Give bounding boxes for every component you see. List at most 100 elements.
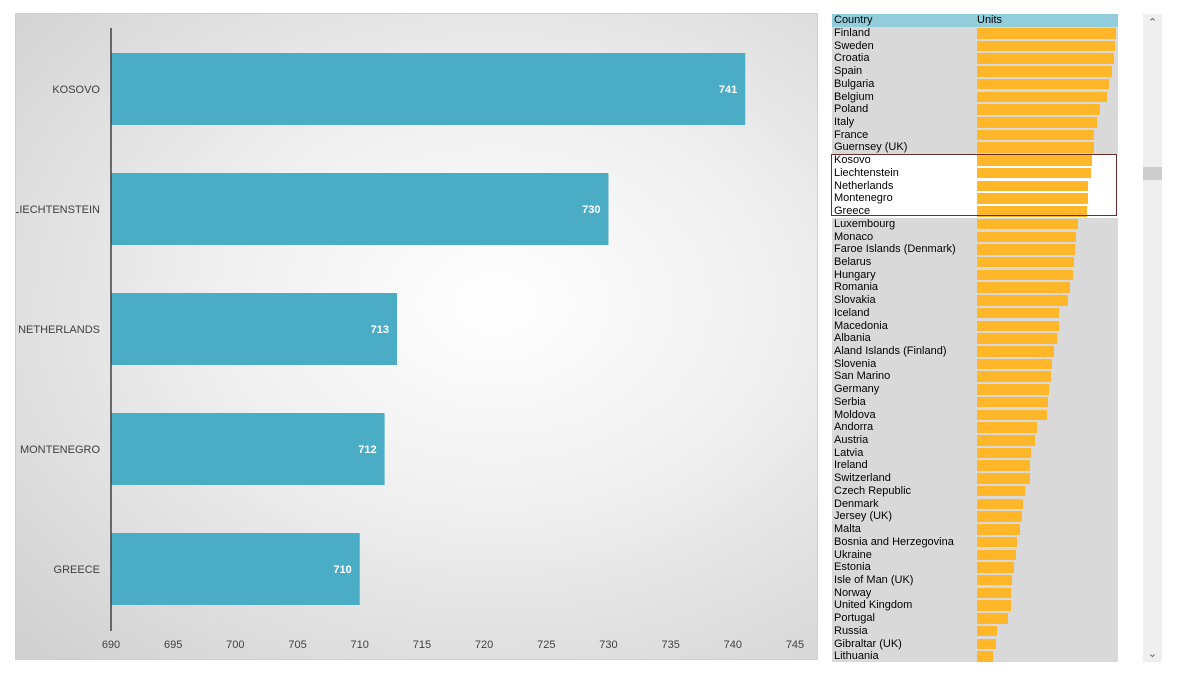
table-row[interactable]: Portugal [832,612,1118,625]
table-row[interactable]: Sweden [832,40,1118,53]
table-row[interactable]: Isle of Man (UK) [832,574,1118,587]
table-row[interactable]: Ukraine [832,549,1118,562]
table-row[interactable]: Kosovo [832,154,1118,167]
table-row[interactable]: Monaco [832,231,1118,244]
table-row[interactable]: Czech Republic [832,485,1118,498]
table-row[interactable]: Switzerland [832,472,1118,485]
table-row[interactable]: Latvia [832,447,1118,460]
x-tick-label: 745 [786,639,804,651]
table-row[interactable]: Gibraltar (UK) [832,638,1118,651]
country-name: Austria [834,434,869,447]
country-name: Greece [834,205,871,218]
table-row[interactable]: Bosnia and Herzegovina [832,536,1118,549]
category-label: LIECHTENSTEIN [16,204,100,216]
table-row[interactable]: Croatia [832,52,1118,65]
units-bar [977,282,1070,293]
units-bar [977,129,1094,141]
country-name: Czech Republic [834,484,912,497]
table-row[interactable]: Andorra [832,421,1118,434]
country-name: Kosovo [834,154,871,167]
table-row[interactable]: Estonia [832,561,1118,574]
table-row[interactable]: Slovenia [832,358,1118,371]
bar [111,533,360,605]
table-row[interactable]: Liechtenstein [832,166,1118,180]
scrollbar-thumb[interactable] [1143,167,1162,180]
units-bar [977,625,998,637]
x-tick-label: 715 [413,639,431,651]
table-row[interactable]: Moldova [832,409,1118,422]
table-row[interactable]: Spain [832,65,1118,78]
units-bar [977,384,1049,395]
country-name: Liechtenstein [834,166,899,179]
table-row[interactable]: Iceland [832,307,1118,320]
table-row[interactable]: France [832,129,1118,142]
table-row[interactable]: Germany [832,383,1118,396]
table-row[interactable]: Faroe Islands (Denmark) [832,243,1118,256]
category-label: NETHERLANDS [18,324,100,336]
table-row[interactable]: Slovakia [832,294,1118,307]
units-bar [977,40,1115,52]
table-row[interactable]: Belarus [832,256,1118,269]
vertical-scrollbar[interactable]: ⌃ ⌄ [1143,14,1162,662]
units-bar [977,333,1057,344]
chevron-down-icon[interactable]: ⌄ [1147,648,1158,660]
table-row[interactable]: Italy [832,116,1118,129]
data-label: 713 [371,324,389,336]
table-row[interactable]: Romania [832,281,1118,294]
bar [111,293,398,365]
table-row[interactable]: Ireland [832,459,1118,472]
country-name: Monaco [834,230,874,243]
units-bar [977,269,1073,281]
table-row[interactable]: Jersey (UK) [832,510,1118,523]
units-bar [977,409,1047,421]
units-bar [977,536,1017,548]
country-name: Latvia [834,446,864,459]
country-name: Faroe Islands (Denmark) [834,243,956,256]
table-row[interactable]: Austria [832,434,1118,447]
units-bar [977,218,1079,230]
category-label: GREECE [54,564,100,576]
units-bar [977,460,1031,471]
table-row[interactable]: Greece [832,205,1118,218]
table-row[interactable]: Netherlands [832,179,1118,193]
table-row[interactable]: Belgium [832,91,1118,104]
units-bar [977,613,1008,624]
units-bar [977,396,1049,408]
table-row[interactable]: Malta [832,523,1118,536]
country-name: Andorra [834,421,874,434]
units-bar [977,447,1031,459]
units-bar [977,562,1014,573]
table-row[interactable]: Serbia [832,396,1118,409]
table-row[interactable]: Denmark [832,498,1118,511]
country-name: Jersey (UK) [834,510,893,523]
chevron-up-icon[interactable]: ⌃ [1147,17,1158,29]
data-label: 712 [358,444,376,456]
table-row[interactable]: Norway [832,587,1118,600]
units-bar [977,320,1059,332]
x-tick-label: 700 [226,639,244,651]
chart-plot: 741 KOSOVO 730 LIECHTENSTEIN 713 NETHERLANDS 7… [16,28,804,651]
table-row[interactable]: Montenegro [832,192,1118,206]
table-row[interactable]: Luxembourg [832,218,1118,231]
table-row[interactable]: San Marino [832,370,1118,383]
country-name: Slovenia [834,357,877,370]
table-row[interactable]: Guernsey (UK) [832,141,1118,154]
country-name: Ireland [834,459,868,472]
table-row[interactable]: Bulgaria [832,78,1118,91]
table-row[interactable]: Albania [832,332,1118,345]
table-row[interactable]: Finland [832,27,1118,40]
country-name: Netherlands [834,179,894,192]
table-row[interactable]: United Kingdom [832,599,1118,612]
table-row[interactable]: Macedonia [832,320,1118,333]
country-name: Denmark [834,497,879,510]
table-row[interactable]: Hungary [832,269,1118,282]
country-name: San Marino [834,370,891,383]
table-row[interactable]: Poland [832,103,1118,116]
units-bar [977,638,996,650]
country-name: Ukraine [834,548,872,561]
table-row[interactable]: Lithuania [832,650,1118,663]
header-country: Country [834,14,873,26]
table-row[interactable]: Aland Islands (Finland) [832,345,1118,358]
country-name: Belgium [834,90,874,103]
table-row[interactable]: Russia [832,625,1118,638]
